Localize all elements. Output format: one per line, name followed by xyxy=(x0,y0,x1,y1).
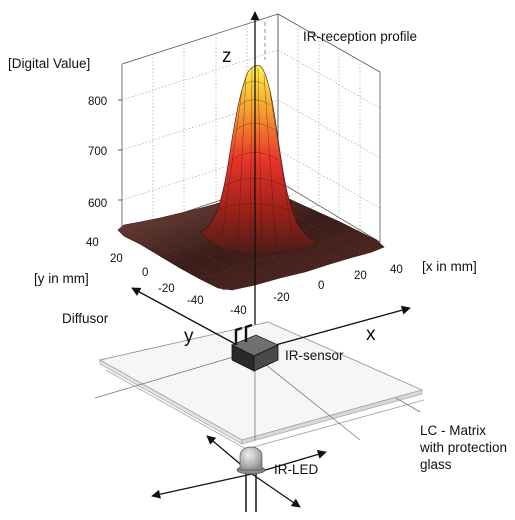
x-tick-0: 0 xyxy=(318,280,324,292)
ir-sensor xyxy=(231,323,279,372)
chart-title: IR-reception profile xyxy=(303,29,417,44)
x-tick-neg20: -20 xyxy=(273,292,290,304)
diffusor-label: Diffusor xyxy=(62,311,109,326)
z-axis-label: [Digital Value] xyxy=(8,56,90,71)
y-axis-back-line xyxy=(94,351,251,399)
x-tick-40: 40 xyxy=(390,264,403,276)
z-letter: z xyxy=(222,46,232,67)
y-tick-20: 20 xyxy=(110,253,123,265)
x-tick-neg40: -40 xyxy=(230,305,247,317)
y-tick-neg40: -40 xyxy=(187,295,204,307)
lc-matrix-label-line1: LC - Matrix xyxy=(420,423,486,438)
y-letter: y xyxy=(184,326,194,347)
y-tick-40: 40 xyxy=(86,237,99,249)
ir-led-label: IR-LED xyxy=(274,462,319,477)
diffusor-plate xyxy=(98,321,424,445)
y-tick-0: 0 xyxy=(142,267,148,279)
tick-marks xyxy=(118,99,122,201)
ir-sensor-label: IR-sensor xyxy=(285,348,344,363)
y-tick-neg20: -20 xyxy=(158,283,175,295)
surface-peak xyxy=(199,65,319,255)
lc-matrix-label-line2: with protection xyxy=(419,440,507,455)
x-tick-20: 20 xyxy=(354,270,367,282)
z-tick-800: 800 xyxy=(88,96,107,108)
z-tick-600: 600 xyxy=(88,198,107,210)
lc-matrix-leader xyxy=(395,397,421,413)
y-axis-label: [y in mm] xyxy=(34,271,89,286)
x-axis-label: [x in mm] xyxy=(422,259,477,274)
ir-led xyxy=(151,435,327,512)
lc-matrix-label-line3: glass xyxy=(420,457,452,472)
y-axis-arrow xyxy=(131,287,251,353)
x-axis-back-line xyxy=(249,351,361,441)
x-letter: x xyxy=(366,324,376,345)
z-tick-700: 700 xyxy=(88,146,107,158)
